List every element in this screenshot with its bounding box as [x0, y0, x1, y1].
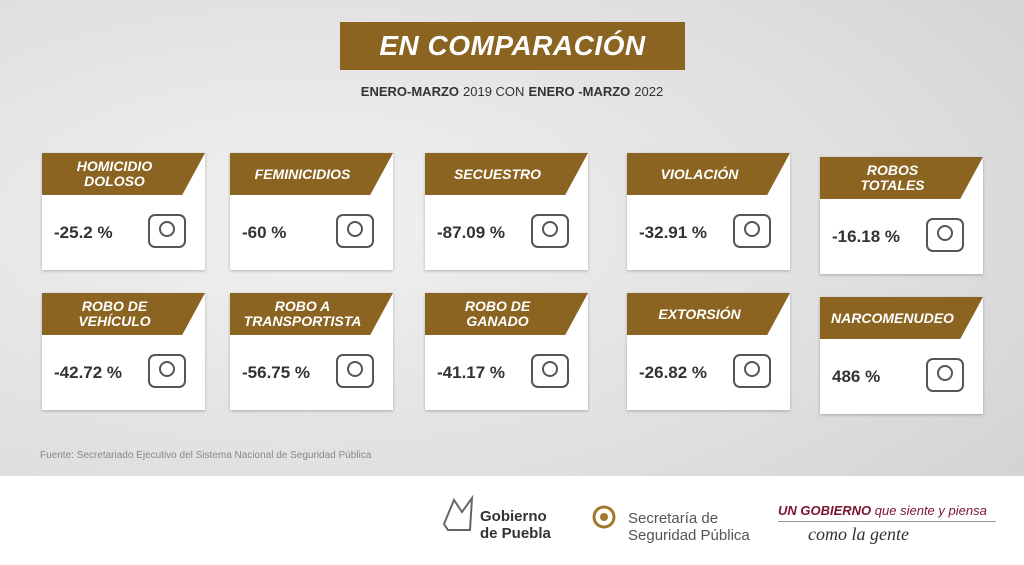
- subtitle: ENERO-MARZO 2019 CON ENERO -MARZO 2022: [0, 84, 1024, 99]
- ssp-logo: [592, 505, 616, 529]
- slogan-line: como la gente: [808, 524, 909, 544]
- stat-card: NARCOMENUDEO 486 %: [820, 297, 983, 414]
- label-line: GANADO: [466, 313, 529, 329]
- card-icon: [926, 218, 964, 252]
- slogan-text: que siente y piensa: [874, 503, 987, 518]
- label-line: EXTORSIÓN: [658, 305, 741, 322]
- card-label: EXTORSIÓN: [627, 293, 790, 335]
- text-line: de Puebla: [480, 525, 551, 542]
- subtitle-part: 2019 CON: [463, 84, 525, 99]
- card-value: -25.2 %: [54, 223, 113, 242]
- card-icon: [148, 354, 186, 388]
- card-value: -42.72 %: [54, 363, 123, 382]
- slogan-rule: [778, 521, 996, 522]
- card-label: ROBOS TOTALES: [820, 157, 983, 199]
- footer: Gobierno de Puebla Secretaría de Seguridad…: [0, 476, 1024, 565]
- card-label: SECUESTRO: [425, 153, 588, 195]
- title: EN COMPARACIÓN: [340, 22, 685, 70]
- card-icon: [531, 214, 569, 248]
- card-value: -60 %: [242, 223, 287, 242]
- card-value: 486 %: [832, 367, 881, 386]
- puebla-logo: [442, 494, 474, 531]
- card-icon: [148, 214, 186, 248]
- source-note: Fuente: Secretariado Ejecutivo del Siste…: [40, 450, 372, 461]
- text-line: Secretaría de: [628, 510, 719, 527]
- card-value: -56.75 %: [242, 363, 311, 382]
- label-line: ROBO A: [274, 298, 331, 314]
- label-line: FEMINICIDIOS: [254, 165, 351, 182]
- subtitle-part: ENERO -MARZO: [528, 84, 631, 99]
- card-value: -41.17 %: [437, 363, 506, 382]
- card-icon: [336, 354, 374, 388]
- card-value: -32.91 %: [639, 223, 708, 242]
- stat-card: SECUESTRO -87.09 %: [425, 153, 588, 270]
- label-line: ROBOS: [866, 162, 919, 178]
- label-line: VEHÍCULO: [78, 313, 151, 329]
- stat-card: ROBOS TOTALES -16.18 %: [820, 157, 983, 274]
- card-icon: [926, 358, 964, 392]
- card-label: NARCOMENUDEO: [820, 297, 983, 339]
- label-line: DOLOSO: [84, 173, 145, 189]
- label-line: NARCOMENUDEO: [831, 309, 954, 326]
- label-line: TOTALES: [860, 177, 925, 193]
- card-value: -87.09 %: [437, 223, 506, 242]
- subtitle-part: ENERO-MARZO: [360, 84, 460, 99]
- card-icon: [531, 354, 569, 388]
- stat-card: VIOLACIÓN -32.91 %: [627, 153, 790, 270]
- subtitle-part: 2022: [634, 84, 664, 99]
- card-icon: [336, 214, 374, 248]
- gobierno-logo-text: Gobierno de Puebla: [480, 508, 551, 542]
- label-line: TRANSPORTISTA: [243, 313, 362, 329]
- card-label: FEMINICIDIOS: [230, 153, 393, 195]
- text-line: Gobierno: [480, 508, 547, 525]
- label-line: VIOLACIÓN: [660, 165, 739, 182]
- card-icon: [733, 214, 771, 248]
- label-line: ROBO DE: [464, 298, 531, 314]
- label-line: ROBO DE: [81, 298, 148, 314]
- card-label: ROBO DE VEHÍCULO: [42, 293, 205, 335]
- label-line: SECUESTRO: [453, 165, 542, 182]
- card-label: ROBO DE GANADO: [425, 293, 588, 335]
- text-line: Seguridad Pública: [628, 527, 750, 544]
- stat-card: HOMICIDIO DOLOSO -25.2 %: [42, 153, 205, 270]
- stat-card: EXTORSIÓN -26.82 %: [627, 293, 790, 410]
- stat-card: FEMINICIDIOS -60 %: [230, 153, 393, 270]
- stat-card: ROBO DE GANADO -41.17 %: [425, 293, 588, 410]
- secretaria-logo-text: Secretaría de Seguridad Pública: [628, 510, 750, 544]
- label-line: HOMICIDIO: [76, 158, 153, 174]
- card-value: -26.82 %: [639, 363, 708, 382]
- stat-card: ROBO A TRANSPORTISTA -56.75 %: [230, 293, 393, 410]
- slogan-line: UN GOBIERNO que siente y piensa: [778, 503, 987, 518]
- slogan-strong: UN GOBIERNO: [778, 503, 872, 518]
- card-icon: [733, 354, 771, 388]
- card-value: -16.18 %: [832, 227, 901, 246]
- card-label: VIOLACIÓN: [627, 153, 790, 195]
- card-label: HOMICIDIO DOLOSO: [42, 153, 205, 195]
- card-label: ROBO A TRANSPORTISTA: [230, 293, 393, 335]
- stat-card: ROBO DE VEHÍCULO -42.72 %: [42, 293, 205, 410]
